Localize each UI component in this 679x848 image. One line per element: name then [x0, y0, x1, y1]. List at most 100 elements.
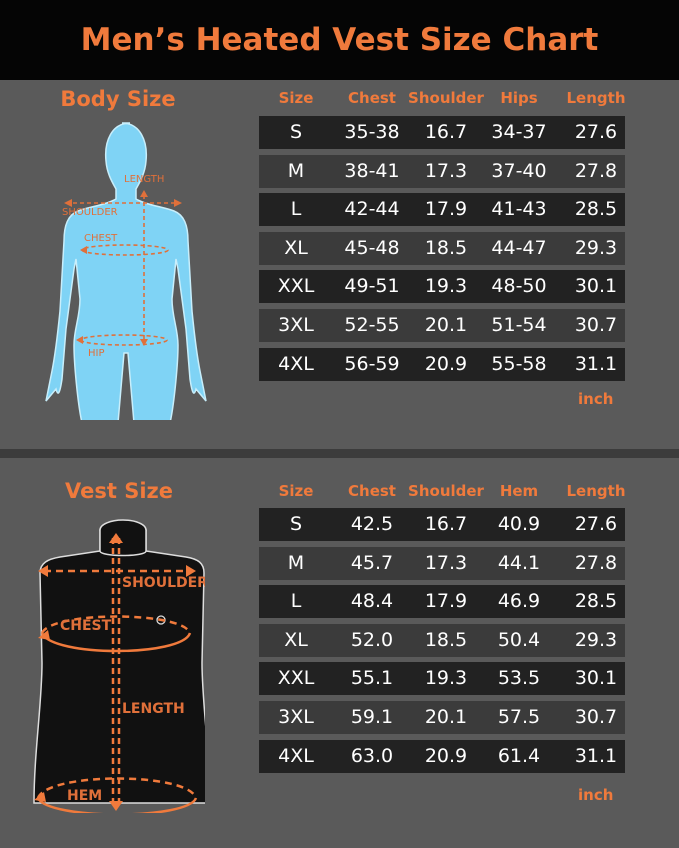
title-bar: Men’s Heated Vest Size Chart — [0, 0, 679, 80]
table-row: 3XL 59.1 20.1 57.5 30.7 — [259, 701, 625, 734]
table-cell: S — [289, 513, 303, 535]
table-row: L 42-44 17.9 41-43 28.5 — [259, 193, 625, 227]
table-cell: 30.7 — [574, 706, 618, 728]
table-cell: 27.6 — [574, 513, 618, 535]
body-figure: LENGTH SHOULDER CHEST HIP — [45, 122, 207, 420]
table-cell: 50.4 — [497, 628, 541, 651]
table-cell: 28.5 — [574, 198, 618, 221]
table-row: 3XL 52-55 20.1 51-54 30.7 — [259, 309, 625, 342]
table-cell: 53.5 — [497, 667, 541, 690]
table-cell: 35-38 — [344, 121, 400, 143]
table-cell: 56-59 — [344, 352, 400, 375]
table-row: XL 52.0 18.5 50.4 29.3 — [259, 623, 625, 657]
table-cell: 3XL — [278, 314, 314, 336]
length-label: LENGTH — [124, 174, 164, 185]
table-cell: 20.1 — [424, 706, 468, 728]
table-cell: 52.0 — [350, 628, 394, 651]
column-header: Length — [566, 89, 626, 107]
column-header: Shoulder — [408, 89, 484, 107]
table-cell: 38-41 — [344, 159, 400, 182]
section-divider — [0, 449, 679, 458]
hem-label: HEM — [67, 788, 102, 804]
table-cell: 19.3 — [424, 667, 468, 690]
column-header: Hips — [500, 89, 538, 107]
table-cell: 41-43 — [491, 198, 547, 221]
table-cell: 45-48 — [344, 236, 400, 259]
vest-size-heading: Vest Size — [65, 479, 173, 503]
table-cell: 30.1 — [574, 275, 618, 298]
table-cell: 28.5 — [574, 590, 618, 613]
table-cell: 20.9 — [424, 744, 468, 767]
table-cell: 55.1 — [350, 667, 394, 690]
table-cell: 63.0 — [350, 744, 394, 767]
page-title: Men’s Heated Vest Size Chart — [80, 22, 599, 58]
table-cell: 19.3 — [424, 275, 468, 298]
table-cell: 18.5 — [424, 236, 468, 259]
table-cell: 17.9 — [424, 590, 468, 613]
table-cell: 59.1 — [350, 706, 394, 728]
table-cell: 27.8 — [574, 551, 618, 574]
table-row: 4XL 63.0 20.9 61.4 31.1 — [259, 739, 625, 773]
chest-label: CHEST — [84, 233, 118, 244]
table-cell: XXL — [277, 667, 315, 690]
shoulder-label: SHOULDER — [122, 575, 205, 591]
table-cell: 30.7 — [574, 314, 618, 336]
unit-label: inch — [578, 390, 614, 408]
table-cell: 61.4 — [497, 744, 541, 767]
table-cell: 29.3 — [574, 628, 618, 651]
table-cell: XL — [284, 628, 308, 651]
vest-figure: SHOULDER CHEST LENGTH HEM — [33, 519, 205, 813]
hip-label: HIP — [88, 348, 105, 359]
table-cell: 17.3 — [424, 551, 468, 574]
table-cell: S — [289, 121, 303, 143]
table-cell: XL — [284, 236, 308, 259]
table-cell: 4XL — [278, 352, 314, 375]
table-cell: 44.1 — [497, 551, 541, 574]
table-cell: 3XL — [278, 706, 314, 728]
table-cell: 31.1 — [574, 352, 618, 375]
table-cell: 16.7 — [424, 121, 468, 143]
table-cell: L — [290, 590, 302, 613]
table-cell: 52-55 — [344, 314, 400, 336]
table-row: 4XL 56-59 20.9 55-58 31.1 — [259, 347, 625, 381]
table-cell: 51-54 — [491, 314, 547, 336]
column-header: Length — [566, 482, 626, 500]
table-cell: 37-40 — [491, 159, 547, 182]
column-header: Hem — [499, 482, 539, 500]
table-cell: 20.9 — [424, 352, 468, 375]
table-cell: 48.4 — [350, 590, 394, 613]
table-cell: 18.5 — [424, 628, 468, 651]
table-cell: 29.3 — [574, 236, 618, 259]
table-cell: 57.5 — [497, 706, 541, 728]
table-cell: 46.9 — [497, 590, 541, 613]
table-cell: 17.3 — [424, 159, 468, 182]
column-header: Shoulder — [408, 482, 484, 500]
chest-label: CHEST — [60, 618, 112, 634]
table-cell: 42-44 — [344, 198, 400, 221]
table-row: XXL 55.1 19.3 53.5 30.1 — [259, 662, 625, 696]
table-cell: 49-51 — [344, 275, 400, 298]
column-header: Chest — [348, 482, 396, 500]
table-cell: 31.1 — [574, 744, 618, 767]
table-row: S 35-38 16.7 34-37 27.6 — [259, 116, 625, 149]
table-cell: 27.6 — [574, 121, 618, 143]
length-label: LENGTH — [122, 701, 185, 717]
table-row: S 42.5 16.7 40.9 27.6 — [259, 508, 625, 541]
table-cell: 40.9 — [497, 513, 541, 535]
table-row: L 48.4 17.9 46.9 28.5 — [259, 585, 625, 619]
table-cell: 34-37 — [491, 121, 547, 143]
table-cell: L — [290, 198, 302, 221]
column-header: Size — [278, 482, 314, 500]
table-cell: M — [287, 159, 305, 182]
shoulder-label: SHOULDER — [62, 207, 118, 218]
table-cell: XXL — [277, 275, 315, 298]
table-cell: 17.9 — [424, 198, 468, 221]
table-cell: 42.5 — [350, 513, 394, 535]
table-cell: 16.7 — [424, 513, 468, 535]
table-cell: 20.1 — [424, 314, 468, 336]
table-row: XL 45-48 18.5 44-47 29.3 — [259, 231, 625, 265]
table-row: XXL 49-51 19.3 48-50 30.1 — [259, 270, 625, 304]
table-row: M 45.7 17.3 44.1 27.8 — [259, 546, 625, 580]
table-cell: 44-47 — [491, 236, 547, 259]
table-cell: 48-50 — [491, 275, 547, 298]
